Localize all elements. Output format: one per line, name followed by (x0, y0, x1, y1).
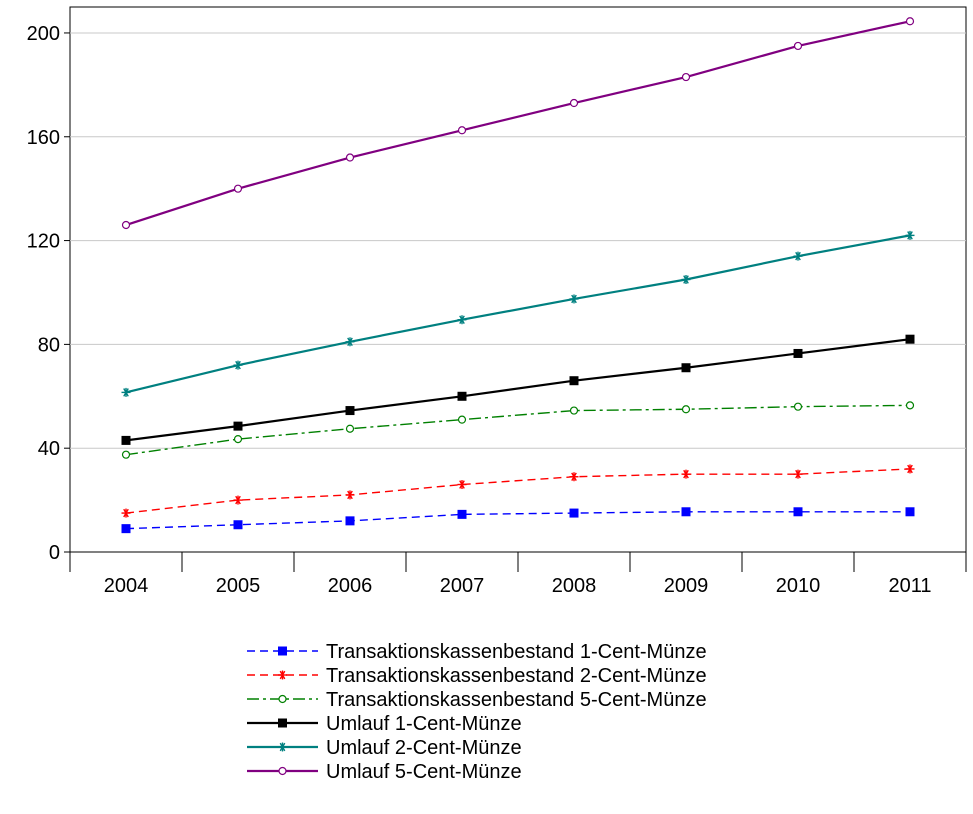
gridlines (70, 32, 966, 449)
data-point-square (681, 363, 691, 373)
data-point-square (905, 334, 915, 344)
legend-item: Umlauf 5-Cent-Münze (247, 761, 522, 783)
data-point-asterisk (569, 294, 579, 304)
data-point-asterisk (345, 337, 355, 347)
y-tick-label: 120 (27, 231, 60, 253)
data-point-asterisk (569, 472, 579, 482)
data-point-circle (681, 405, 691, 414)
x-tick-label: 2005 (216, 575, 261, 597)
series-4 (121, 334, 915, 445)
x-tick-label: 2007 (440, 575, 485, 597)
data-point-circle (905, 401, 915, 410)
data-point-circle (233, 184, 243, 193)
data-point-circle (793, 41, 803, 51)
data-point-circle (345, 424, 355, 433)
y-tick-label: 0 (49, 542, 60, 564)
x-tick-label: 2010 (776, 575, 821, 597)
legend-label: Umlauf 5-Cent-Münze (326, 761, 522, 783)
data-point-circle (457, 126, 467, 135)
data-point-asterisk (121, 508, 131, 518)
legend-label: Transaktionskassenbestand 1-Cent-Münze (326, 641, 707, 663)
x-tick-label: 2009 (664, 575, 709, 597)
series-5 (121, 230, 915, 397)
data-point-asterisk (233, 360, 243, 370)
plot-area (69, 6, 967, 553)
legend-item: Transaktionskassenbestand 5-Cent-Münze (247, 689, 707, 711)
data-point-circle (793, 402, 803, 411)
data-point-asterisk (681, 275, 691, 284)
data-point-asterisk (905, 230, 915, 240)
legend-label: Transaktionskassenbestand 2-Cent-Münze (326, 665, 707, 687)
series-line (125, 338, 911, 442)
legend-label: Umlauf 1-Cent-Münze (326, 713, 522, 735)
data-point-square (345, 516, 355, 526)
series-line (125, 234, 911, 394)
legend-label: Transaktionskassenbestand 5-Cent-Münze (326, 689, 707, 711)
data-point-asterisk (121, 387, 131, 397)
data-point-square (681, 507, 691, 517)
data-point-asterisk (457, 315, 467, 325)
series-line (125, 404, 911, 456)
legend-item: Transaktionskassenbestand 1-Cent-Münze (247, 641, 707, 663)
data-point-square (121, 524, 131, 534)
data-point-circle (345, 153, 355, 162)
series-line (125, 511, 910, 530)
axes: 0 40 80 120 160 200 2004 2005 2006 2007 2008 2009 20… (27, 23, 967, 597)
legend-item: Umlauf 1-Cent-Münze (247, 713, 522, 735)
data-point-circle (278, 694, 287, 704)
data-point-circle (569, 98, 579, 108)
data-point-square (345, 406, 355, 416)
series-line (125, 468, 911, 514)
legend-item: Umlauf 2-Cent-Münze (247, 737, 522, 759)
data-point-asterisk (233, 495, 243, 505)
data-point-circle (569, 406, 579, 415)
y-tick-label: 40 (38, 438, 60, 460)
x-tick-label: 2008 (552, 575, 597, 597)
data-point-circle (457, 415, 467, 424)
data-point-square (793, 348, 803, 358)
data-point-square (278, 718, 287, 728)
data-point-asterisk (905, 464, 915, 474)
data-point-square (793, 507, 803, 517)
series-2 (121, 464, 915, 518)
data-point-asterisk (793, 251, 803, 261)
data-point-square (905, 507, 915, 517)
y-tick-label: 200 (27, 23, 60, 45)
data-point-circle (121, 450, 131, 459)
data-point-square (278, 646, 287, 656)
data-point-circle (278, 766, 287, 776)
data-point-square (233, 520, 243, 530)
data-point-asterisk (793, 469, 803, 479)
data-point-square (457, 391, 467, 401)
series-3 (121, 401, 915, 459)
data-point-circle (905, 17, 915, 26)
data-point-asterisk (278, 742, 287, 752)
x-tick-label: 2004 (104, 575, 149, 597)
data-point-asterisk (345, 490, 355, 500)
series-line (125, 20, 911, 227)
series-6 (121, 17, 915, 230)
data-point-circle (681, 72, 691, 82)
data-point-square (569, 376, 579, 386)
legend-item: Transaktionskassenbestand 2-Cent-Münze (247, 665, 707, 687)
data-point-circle (233, 435, 243, 444)
data-point-square (457, 509, 467, 519)
x-tick-label: 2006 (328, 575, 373, 597)
x-tick-label: 2011 (888, 575, 931, 597)
series-1 (121, 507, 915, 534)
series-lines (121, 17, 915, 534)
y-tick-label: 160 (27, 127, 60, 149)
data-point-circle (121, 220, 131, 230)
data-point-square (121, 435, 131, 445)
y-tick-label: 80 (38, 334, 60, 356)
legend-label: Umlauf 2-Cent-Münze (326, 737, 522, 759)
data-point-asterisk (278, 670, 287, 680)
data-point-square (569, 508, 579, 518)
data-point-asterisk (681, 469, 691, 479)
data-point-asterisk (457, 480, 467, 490)
legend: Transaktionskassenbestand 1-Cent-MünzeTr… (247, 641, 707, 783)
data-point-square (233, 421, 243, 431)
